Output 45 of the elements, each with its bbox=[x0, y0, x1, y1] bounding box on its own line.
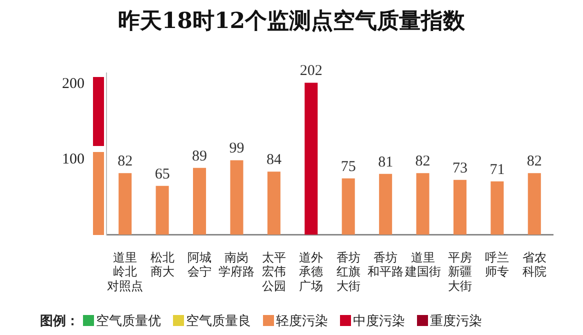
bar bbox=[267, 172, 280, 235]
bar bbox=[193, 168, 206, 235]
legend-label: 空气质量优 bbox=[95, 314, 161, 329]
bar bbox=[118, 173, 132, 235]
bar bbox=[230, 160, 244, 235]
bar bbox=[490, 181, 504, 235]
x-tick-label: 南岗学府路 bbox=[218, 250, 255, 279]
x-tick-label: 阿城会宁 bbox=[188, 250, 212, 279]
x-tick-label: 松北商大 bbox=[150, 250, 174, 279]
data-label: 99 bbox=[229, 140, 244, 157]
y-tick-label: 200 bbox=[62, 76, 84, 92]
x-tick-label: 道里岭北对照点 bbox=[107, 250, 144, 294]
y-tick-label: 100 bbox=[62, 151, 84, 168]
bar bbox=[416, 173, 430, 235]
data-label: 65 bbox=[154, 166, 170, 182]
chart-title: 昨天18时12个监测点空气质量指数 bbox=[116, 7, 466, 36]
data-label: 89 bbox=[192, 148, 208, 164]
x-tick-label: 太平宏伟公园 bbox=[262, 250, 286, 294]
bar bbox=[304, 82, 318, 235]
data-label: 71 bbox=[490, 162, 505, 178]
x-tick-label: 香坊和平路 bbox=[368, 250, 404, 279]
bar bbox=[453, 180, 466, 235]
x-tick-label: 呼兰师专 bbox=[485, 250, 510, 279]
data-label: 75 bbox=[340, 158, 356, 175]
x-tick-label: 道外承德广场 bbox=[299, 250, 324, 294]
bar bbox=[156, 186, 169, 235]
legend-label: 空气质量良 bbox=[185, 314, 251, 329]
legend-title: 图例： bbox=[40, 314, 79, 329]
legend-label: 中度污染 bbox=[352, 314, 405, 329]
bar bbox=[528, 173, 541, 235]
data-label: 202 bbox=[300, 63, 322, 80]
legend-label: 轻度污染 bbox=[275, 314, 328, 329]
x-tick-label: 平房新疆大街 bbox=[448, 250, 472, 294]
data-label: 82 bbox=[526, 154, 542, 170]
legend-label: 重度污染 bbox=[429, 314, 482, 329]
x-tick-label: 省农科院 bbox=[522, 250, 546, 279]
x-tick-label: 道里建国街 bbox=[404, 250, 441, 279]
bar bbox=[379, 174, 392, 235]
data-label: 81 bbox=[378, 154, 394, 170]
data-label: 82 bbox=[415, 154, 430, 170]
x-tick-label: 香坊红旗大街 bbox=[336, 250, 360, 294]
bar bbox=[342, 178, 355, 235]
data-label: 73 bbox=[452, 160, 468, 176]
data-label: 82 bbox=[118, 154, 133, 170]
data-label: 84 bbox=[266, 152, 282, 168]
